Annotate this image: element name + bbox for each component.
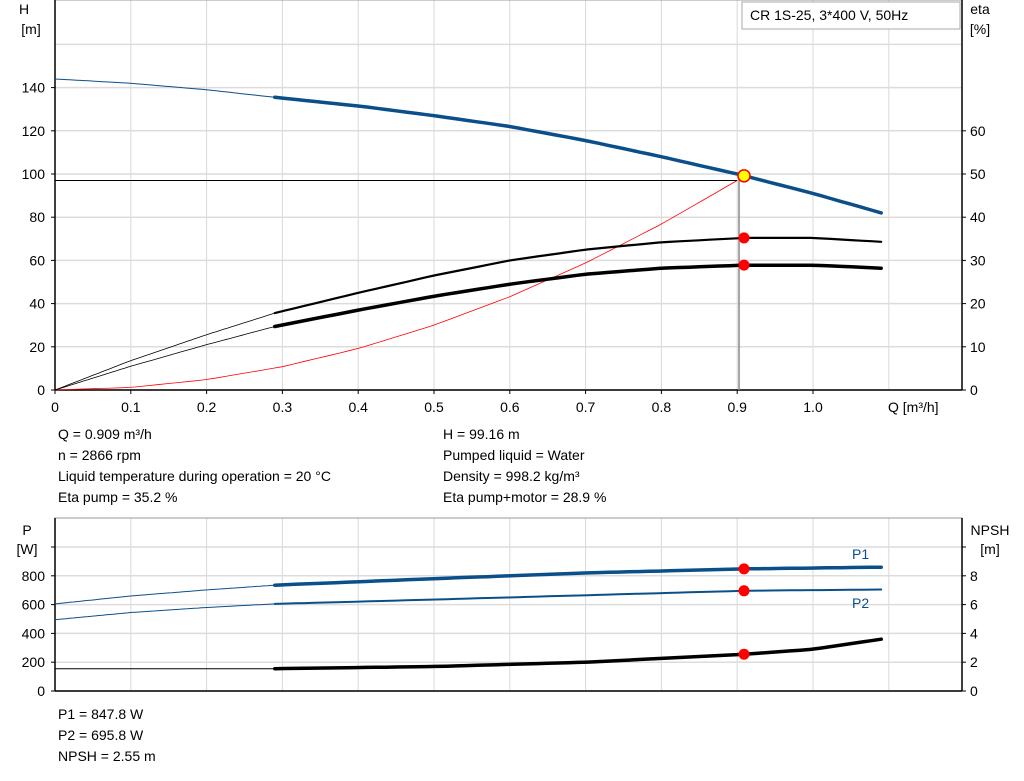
readout-n: n = 2866 rpm	[58, 447, 141, 463]
y-axis-unit-right: [m]	[980, 541, 999, 557]
p1-label: P1	[852, 546, 869, 562]
p2-curve-extrapolated	[54, 603, 275, 621]
x-tick-label: 0.3	[273, 399, 293, 415]
p1-curve-extrapolated	[54, 584, 275, 605]
readout-h: H = 99.16 m	[443, 426, 520, 442]
p2-point	[738, 585, 750, 597]
x-tick-label: 1.0	[803, 399, 823, 415]
p2-label: P2	[852, 595, 869, 611]
y-tick-label-left: 600	[22, 597, 46, 613]
y-tick-label-right: 20	[970, 296, 986, 312]
x-axis-label: Q [m³/h]	[888, 399, 939, 415]
y-tick-label-right: 30	[970, 252, 986, 268]
npsh-curve	[273, 637, 883, 671]
eta-pump-motor-curve-extrapolated	[54, 326, 275, 391]
readout-p1: P1 = 847.8 W	[58, 706, 144, 722]
readout-density: Density = 998.2 kg/m³	[443, 468, 580, 484]
p1-curve	[273, 565, 883, 587]
eta-total-point	[738, 259, 750, 271]
y-tick-label-left: 140	[22, 80, 46, 96]
y-tick-label-right: 50	[970, 166, 986, 182]
readout-q: Q = 0.909 m³/h	[58, 426, 152, 442]
y-tick-label-right: 10	[970, 339, 986, 355]
x-tick-label: 0.4	[348, 399, 368, 415]
head-curve	[273, 95, 883, 215]
y-tick-label-left: 0	[37, 683, 45, 699]
npsh-point	[738, 648, 750, 660]
y-tick-label-left: 800	[22, 568, 46, 584]
y-tick-label-right: 6	[970, 597, 978, 613]
y-axis-label-left: P	[22, 522, 31, 538]
eta-pump-curve-extrapolated	[54, 312, 275, 391]
readout-eta-total: Eta pump+motor = 28.9 %	[443, 489, 607, 505]
x-tick-label: 0.1	[121, 399, 141, 415]
readout-power: P1 = 847.8 W P2 = 695.8 W NPSH = 2.55 m	[58, 704, 156, 767]
y-tick-label-left: 400	[22, 625, 46, 641]
y-tick-label-right: 0	[970, 382, 978, 398]
y-axis-unit-left: [W]	[17, 541, 38, 557]
x-tick-label: 0.8	[652, 399, 672, 415]
y-tick-label-left: 120	[22, 123, 46, 139]
readout-p2: P2 = 695.8 W	[58, 727, 144, 743]
eta-pump-motor-curve	[273, 263, 883, 329]
y-tick-label-right: 4	[970, 625, 978, 641]
y-tick-label-right: 8	[970, 568, 978, 584]
p1-point	[738, 563, 750, 575]
y-tick-label-left: 80	[29, 209, 45, 225]
y-tick-label-right: 2	[970, 654, 978, 670]
y-axis-label-left: H	[19, 1, 29, 17]
y-tick-label-left: 0	[37, 382, 45, 398]
eta-pump-curve	[273, 236, 883, 315]
legend-box	[741, 1, 961, 30]
readout-temp: Liquid temperature during operation = 20…	[58, 468, 331, 484]
system-curve	[54, 180, 738, 391]
y-tick-label-right: 40	[970, 209, 986, 225]
y-axis-label-right: eta	[970, 1, 990, 17]
y-tick-label-right: 0	[970, 683, 978, 699]
x-tick-label: 0.5	[424, 399, 444, 415]
y-tick-label-left: 200	[22, 654, 46, 670]
head-curve-extrapolated	[54, 78, 275, 98]
readout-left: Q = 0.909 m³/h n = 2866 rpm Liquid tempe…	[58, 424, 331, 508]
y-tick-label-right: 60	[970, 123, 986, 139]
readout-right: H = 99.16 m Pumped liquid = Water Densit…	[443, 424, 606, 508]
duty-point	[737, 169, 751, 183]
x-tick-label: 0.6	[500, 399, 520, 415]
y-axis-unit-left: [m]	[21, 21, 40, 37]
y-axis-label-right: NPSH	[971, 522, 1010, 538]
readout-eta-pump: Eta pump = 35.2 %	[58, 489, 178, 505]
y-axis-unit-right: [%]	[970, 21, 990, 37]
readout-liquid: Pumped liquid = Water	[443, 447, 585, 463]
chart-title: CR 1S-25, 3*400 V, 50Hz	[750, 7, 908, 23]
plot-frame	[54, 0, 963, 391]
x-tick-label: 0.2	[197, 399, 217, 415]
x-tick-label: 0.7	[576, 399, 596, 415]
y-tick-label-left: 20	[29, 339, 45, 355]
x-tick-label: 0.9	[727, 399, 747, 415]
y-tick-label-left: 60	[29, 252, 45, 268]
y-tick-label-left: 40	[29, 296, 45, 312]
p2-curve	[273, 588, 883, 605]
x-tick-label: 0	[51, 399, 59, 415]
eta-pump-point	[738, 232, 750, 244]
readout-npsh: NPSH = 2.55 m	[58, 748, 156, 764]
y-tick-label-left: 100	[22, 166, 46, 182]
